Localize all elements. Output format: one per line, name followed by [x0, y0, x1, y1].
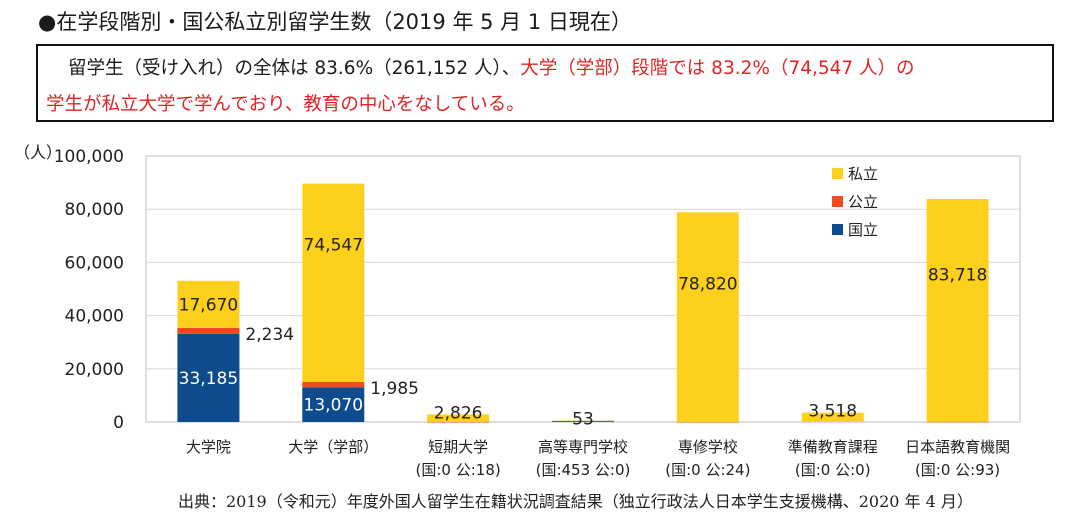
bar-segment-private: [177, 280, 240, 328]
bar-segment-national: [302, 387, 365, 422]
x-category-label: 短期大学: [428, 438, 488, 456]
x-category-label: 高等専門学校: [538, 438, 628, 456]
bar-segment-private: [676, 212, 739, 422]
bar-segment-private: [302, 183, 365, 382]
summary-line-1-black: 留学生（受け入れ）の全体は 83.6%（261,152 人）、: [68, 58, 521, 79]
y-axis-unit-label: （人）: [14, 143, 63, 162]
legend-label: 国立: [848, 221, 878, 239]
legend-swatch-private: [832, 168, 843, 179]
x-category-sublabel: (国:0 公:24): [665, 461, 750, 479]
bar-segment-public: [676, 421, 739, 423]
data-label: 2,826: [434, 403, 483, 423]
legend-label: 私立: [848, 165, 878, 183]
x-category-label: 大学（学部）: [288, 438, 378, 456]
plot-area-frame: [145, 155, 1021, 423]
legend-swatch-public: [832, 196, 843, 207]
data-label: 13,070: [304, 396, 363, 416]
page-heading: ●在学段階別・国公私立別留学生数（2019 年 5 月 1 日現在）: [38, 10, 632, 34]
bar-segment-private: [427, 414, 490, 422]
y-tick-label: 60,000: [65, 253, 124, 273]
data-label: 1,985: [370, 379, 419, 399]
data-label: 3,518: [808, 402, 857, 422]
x-category-label: 準備教育課程: [788, 438, 878, 456]
y-tick-label: 80,000: [65, 200, 124, 220]
bar-segment-private: [801, 412, 864, 422]
data-label: 78,820: [678, 275, 737, 295]
data-label: 83,718: [928, 266, 987, 286]
summary-line-1: 留学生（受け入れ）の全体は 83.6%（261,152 人）、大学（学部）段階で…: [68, 54, 915, 80]
x-category-sublabel: (国:453 公:0): [536, 461, 631, 479]
data-label: 53: [572, 410, 594, 430]
data-label: 33,185: [179, 369, 238, 389]
data-label: 17,670: [179, 295, 238, 315]
summary-line-2-red: 学生が私立大学で学んでおり、教育の中心をなしている。: [46, 94, 525, 115]
x-category-label: 専修学校: [678, 438, 738, 456]
bar-segment-public: [177, 327, 240, 334]
x-category-sublabel: (国:0 公:18): [416, 461, 501, 479]
x-category-label: 大学院: [186, 438, 231, 456]
bar-segment-national: [177, 333, 240, 422]
bar-segment-private: [552, 420, 614, 422]
bar-segment-private: [926, 199, 989, 422]
legend-label: 公立: [848, 193, 878, 211]
source-note: 出典：2019（令和元）年度外国人留学生在籍状況調査結果（独立行政法人日本学生支…: [178, 492, 973, 511]
y-tick-label: 100,000: [54, 147, 124, 167]
summary-line-1-red: 大学（学部）段階では 83.2%（74,547 人）の: [520, 58, 915, 79]
x-category-label: 日本語教育機関: [905, 438, 1010, 456]
data-label: 2,234: [245, 325, 294, 345]
y-tick-label: 40,000: [65, 307, 124, 327]
x-category-sublabel: (国:0 公:93): [915, 461, 1000, 479]
x-category-sublabel: (国:0 公:0): [795, 461, 871, 479]
bar-segment-public: [427, 421, 490, 423]
summary-line-2: 学生が私立大学で学んでおり、教育の中心をなしている。: [46, 90, 525, 116]
y-tick-label: 0: [113, 413, 124, 433]
data-label: 74,547: [304, 236, 363, 256]
summary-box: 留学生（受け入れ）の全体は 83.6%（261,152 人）、大学（学部）段階で…: [36, 44, 1054, 122]
bar-segment-public: [926, 421, 989, 423]
y-tick-label: 20,000: [65, 360, 124, 380]
bar-segment-national: [552, 420, 614, 422]
bar-segment-public: [302, 381, 365, 388]
legend-swatch-national: [832, 224, 843, 235]
